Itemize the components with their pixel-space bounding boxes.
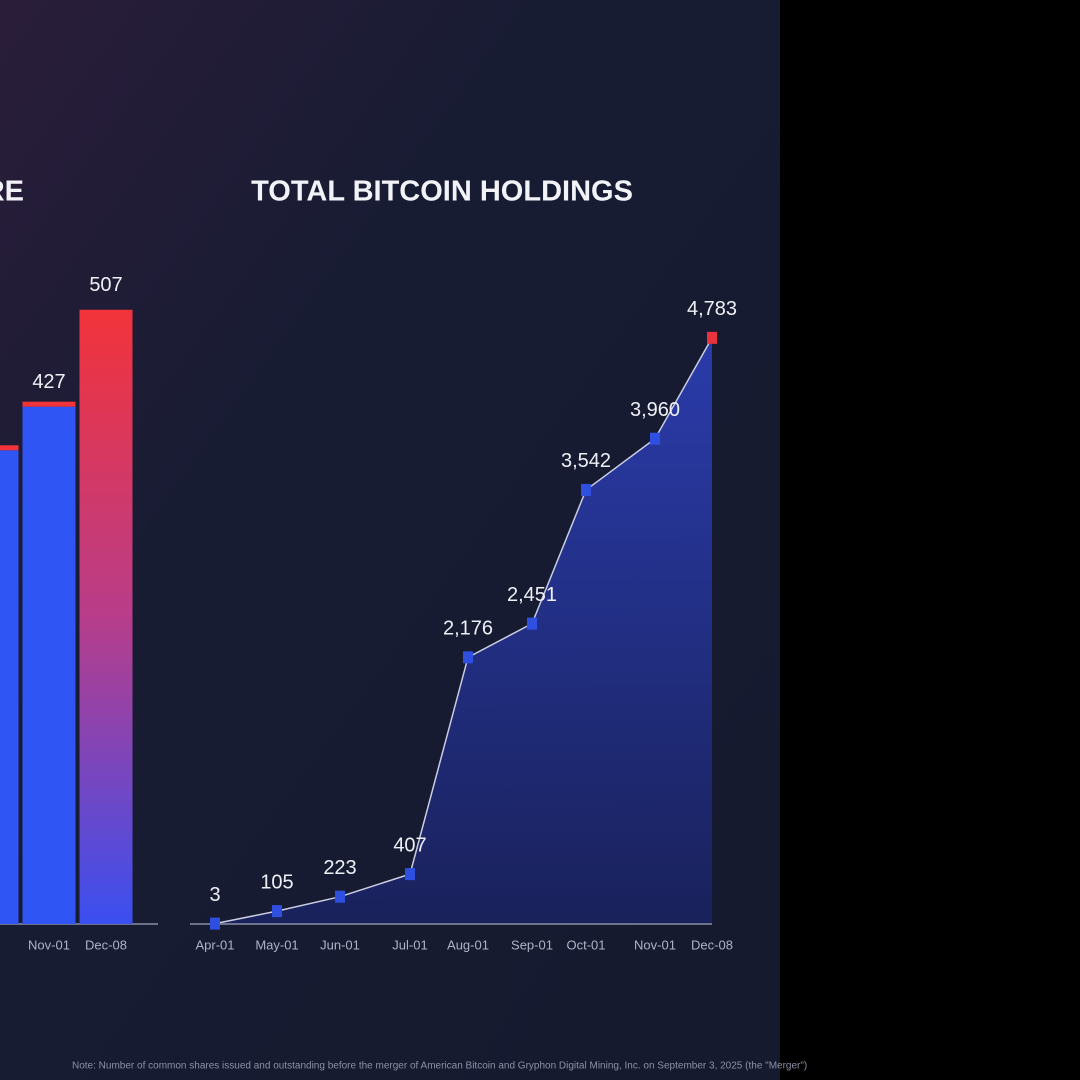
x-tick-label: May-01 <box>255 937 298 952</box>
marker <box>405 868 415 881</box>
marker <box>335 890 345 903</box>
marker <box>650 432 660 445</box>
x-tick-label: Dec-08 <box>85 937 127 952</box>
bar <box>22 406 76 924</box>
value-label: 105 <box>260 871 293 893</box>
marker <box>210 917 220 930</box>
area <box>215 337 712 925</box>
value-label: 2,451 <box>507 584 557 606</box>
bar-cap <box>22 401 76 407</box>
value-label: 3 <box>209 884 220 906</box>
bar-cap <box>0 445 19 451</box>
value-label: 223 <box>323 857 356 879</box>
marker <box>707 331 717 344</box>
chart-title: RE <box>0 176 24 208</box>
x-tick-label: Nov-01 <box>28 937 70 952</box>
x-tick-label: Apr-01 <box>195 937 234 952</box>
value-label: 507 <box>89 274 122 296</box>
x-tick-label: Oct-01 <box>566 937 605 952</box>
value-label: 2,176 <box>443 618 493 640</box>
x-tick-label: Jul-01 <box>392 937 427 952</box>
value-label: 3,960 <box>630 399 680 421</box>
x-tick-label: Sep-01 <box>511 937 553 952</box>
x-tick-label: Aug-01 <box>447 937 489 952</box>
bar <box>79 309 133 924</box>
footnote: Note: Number of common shares issued and… <box>72 1061 807 1072</box>
marker <box>527 617 537 630</box>
value-label: 3,542 <box>561 450 611 472</box>
x-tick-label: Jun-01 <box>320 937 360 952</box>
chart-title: TOTAL BITCOIN HOLDINGS <box>251 176 633 208</box>
bar <box>0 450 19 924</box>
marker <box>272 905 282 918</box>
x-tick-label: Nov-01 <box>634 937 676 952</box>
value-label: 407 <box>393 834 426 856</box>
value-label: 4,783 <box>687 298 737 320</box>
value-label: 427 <box>32 371 65 393</box>
x-tick-label: Dec-08 <box>691 937 733 952</box>
marker <box>581 483 591 496</box>
marker <box>463 651 473 664</box>
